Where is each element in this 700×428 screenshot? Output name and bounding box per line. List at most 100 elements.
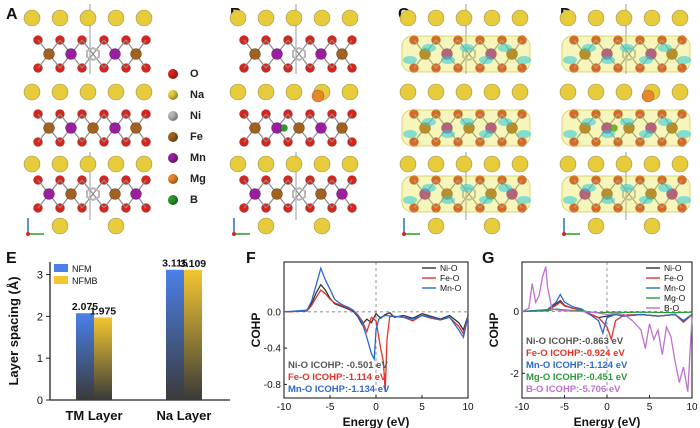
sodium-atom xyxy=(427,83,445,101)
sodium-atom xyxy=(313,155,331,173)
sodium-atom xyxy=(229,83,247,101)
y-tick-label: 0 xyxy=(37,395,43,407)
y-axis-label: COHP xyxy=(487,313,501,348)
charge-depletion-lobe xyxy=(441,56,455,64)
mn-atom xyxy=(249,188,261,200)
magnesium-atom xyxy=(311,89,325,103)
charge-depletion-lobe xyxy=(601,56,615,64)
cohp-line-b-o xyxy=(521,266,693,392)
bond xyxy=(298,53,311,69)
x-tick-label: 10 xyxy=(686,402,698,413)
x-category-label: Na Layer xyxy=(157,408,212,423)
sodium-atom xyxy=(511,83,529,101)
bond xyxy=(287,39,300,55)
mn-atom xyxy=(130,188,142,200)
fe-atom xyxy=(336,122,348,134)
charge-depletion-lobe xyxy=(639,196,653,204)
bond xyxy=(81,193,94,209)
boron-atom xyxy=(280,124,288,132)
x-tick-label: 5 xyxy=(419,402,425,413)
charge-depletion-lobe xyxy=(677,56,691,64)
bar xyxy=(166,269,184,400)
icohp-annotation: Ni-O ICOHP:-0.863 eV xyxy=(526,336,624,347)
mn-atom xyxy=(506,188,518,200)
bond xyxy=(298,193,311,209)
charge-depletion-lobe xyxy=(563,196,577,204)
fe-atom xyxy=(249,48,261,60)
bar-value-label: 1.975 xyxy=(90,305,116,317)
legend-label: Fe-O xyxy=(440,273,460,283)
sodium-atom xyxy=(79,83,97,101)
charge-depletion-lobe xyxy=(582,118,596,126)
charge-density-nfm xyxy=(399,4,531,236)
sodium-atom xyxy=(285,9,303,27)
charge-depletion-lobe xyxy=(677,130,691,138)
charge-depletion-lobe xyxy=(517,196,531,204)
charge-depletion-lobe xyxy=(582,184,596,192)
charge-density-cloud xyxy=(401,35,531,73)
sodium-atom xyxy=(643,217,661,235)
legend-item-na: Na xyxy=(168,87,204,103)
legend-label: NFMB xyxy=(72,276,98,286)
nickel-atom xyxy=(86,46,100,62)
sodium-atom xyxy=(285,83,303,101)
bond xyxy=(628,39,641,55)
fe-atom xyxy=(666,122,678,134)
legend-label-fe: Fe xyxy=(190,131,203,143)
legend-label-na: Na xyxy=(190,89,205,101)
bond xyxy=(81,39,94,55)
y-axis-label: COHP xyxy=(249,313,263,348)
sodium-atom xyxy=(313,9,331,27)
charge-density-cloud xyxy=(561,109,691,147)
sodium-atom xyxy=(427,217,445,235)
fe-atom xyxy=(130,122,142,134)
bond xyxy=(287,179,300,195)
bond xyxy=(617,193,630,209)
sodium-atom xyxy=(135,83,153,101)
sodium-atom xyxy=(427,155,445,173)
fe-atom xyxy=(293,122,305,134)
fe-atom xyxy=(315,188,327,200)
legend-label-mg: Mg xyxy=(190,173,206,185)
x-axis-label: Energy (eV) xyxy=(343,415,410,428)
bond xyxy=(81,53,94,69)
fe-atom xyxy=(109,188,121,200)
y-tick-label: 0 xyxy=(513,307,519,318)
bar-value-label: 3.109 xyxy=(180,258,206,270)
legend-label: Mn-O xyxy=(664,283,686,293)
charge-depletion-lobe xyxy=(658,184,672,192)
legend-label: Mg-O xyxy=(664,293,686,303)
y-tick-label: -0.8 xyxy=(264,380,282,391)
sodium-atom xyxy=(587,9,605,27)
bond xyxy=(628,193,641,209)
sodium-atom xyxy=(257,155,275,173)
bar-value-label: 3.115 xyxy=(162,258,188,270)
x-tick-label: 0 xyxy=(604,402,610,413)
legend-item-mg: Mg xyxy=(168,171,206,187)
sodium-atom xyxy=(257,83,275,101)
bond xyxy=(617,53,630,69)
charge-depletion-lobe xyxy=(441,196,455,204)
sodium-atom xyxy=(79,155,97,173)
legend-label-o: O xyxy=(190,68,199,80)
x-tick-label: 5 xyxy=(647,402,653,413)
sodium-atom xyxy=(643,155,661,173)
fe-atom xyxy=(43,122,55,134)
fe-atom xyxy=(666,48,678,60)
charge-depletion-lobe xyxy=(620,44,634,52)
bond xyxy=(468,179,481,195)
x-tick-label: -5 xyxy=(326,402,335,413)
charge-depletion-lobe xyxy=(658,44,672,52)
legend-item-o: O xyxy=(168,66,199,82)
sodium-atom xyxy=(615,9,633,27)
legend-label-ni: Ni xyxy=(190,110,201,122)
mn-atom xyxy=(336,188,348,200)
sodium-atom xyxy=(455,155,473,173)
panel-label-a: A xyxy=(6,6,18,23)
bond xyxy=(92,53,105,69)
axis-origin xyxy=(232,232,236,236)
sodium-atom xyxy=(483,155,501,173)
icohp-annotation: B-O ICOHP:-5.706 eV xyxy=(526,384,621,395)
charge-depletion-lobe xyxy=(460,44,474,52)
